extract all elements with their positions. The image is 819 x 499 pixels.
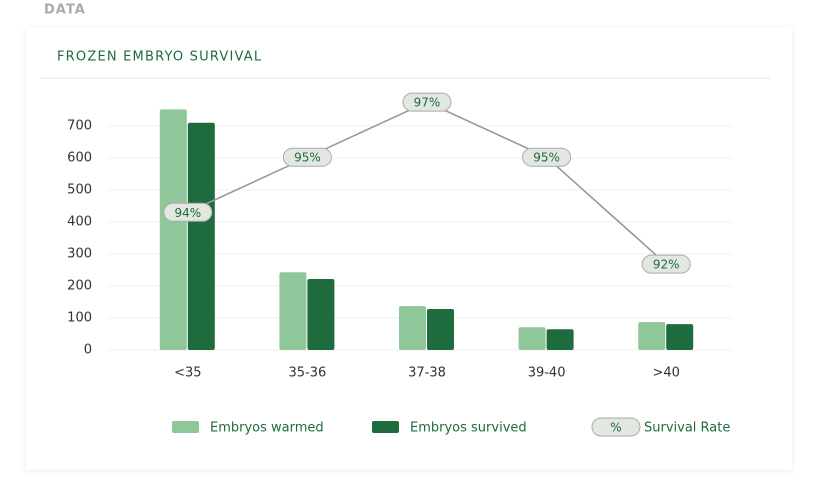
value-label: 97% (414, 96, 441, 110)
bar (638, 322, 666, 350)
legend-label: Embryos warmed (210, 421, 324, 436)
x-tick-label: >40 (652, 366, 679, 381)
bar (159, 109, 187, 350)
bar (279, 272, 307, 350)
x-tick-label: 39-40 (528, 366, 566, 381)
y-tick-label: 0 (84, 343, 92, 358)
y-tick-label: 300 (67, 247, 92, 262)
legend-label: Embryos survived (410, 421, 527, 436)
y-tick-label: 200 (67, 279, 92, 294)
value-label: 95% (294, 151, 321, 165)
bar (187, 122, 215, 350)
value-pill (282, 147, 332, 167)
legend-swatch (372, 421, 399, 433)
legend-swatch (172, 421, 199, 433)
y-tick-label: 500 (67, 183, 92, 198)
section-label: DATA (44, 3, 86, 18)
value-pill (163, 202, 213, 222)
value-label: 94% (174, 206, 201, 220)
chart-title: FROZEN EMBRYO SURVIVAL (57, 50, 262, 65)
bar (546, 329, 574, 350)
y-tick-label: 100 (67, 311, 92, 326)
bar (427, 309, 454, 350)
bar (399, 306, 426, 350)
value-pill (402, 92, 452, 112)
value-pill (522, 147, 572, 167)
value-label: 92% (653, 258, 680, 272)
bar (518, 327, 546, 350)
value-label: 95% (533, 151, 560, 165)
value-pill (641, 254, 691, 274)
y-tick-label: 600 (67, 151, 92, 166)
bar (666, 324, 694, 350)
y-tick-label: 700 (67, 119, 92, 134)
y-tick-label: 400 (67, 215, 92, 230)
legend-pill (591, 417, 641, 437)
x-tick-label: 37-38 (408, 366, 446, 381)
x-tick-label: <35 (174, 366, 201, 381)
bar (307, 278, 335, 350)
x-tick-label: 35-36 (289, 366, 327, 381)
legend-label: Survival Rate (644, 421, 730, 436)
legend-symbol: % (610, 421, 621, 435)
